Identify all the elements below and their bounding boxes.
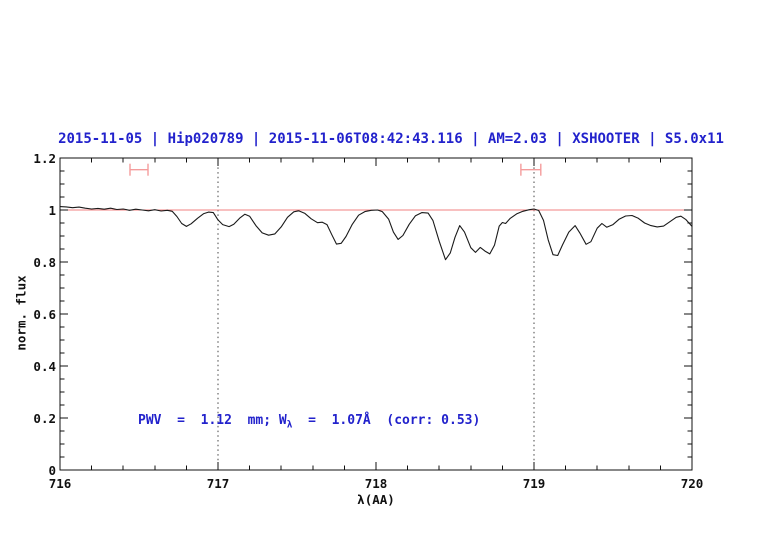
pwv-annotation-part2: = 1.07Å (corr: 0.53) bbox=[292, 413, 481, 428]
pwv-annotation-sub: λ bbox=[286, 419, 293, 431]
x-tick-label: 717 bbox=[206, 476, 230, 491]
x-tick-label: 716 bbox=[48, 476, 72, 491]
x-tick-label: 720 bbox=[680, 476, 704, 491]
y-tick-label: 0 bbox=[48, 463, 56, 478]
y-tick-label: 1.2 bbox=[33, 151, 56, 166]
y-tick-label: 0.8 bbox=[33, 255, 56, 270]
x-tick-label: 718 bbox=[364, 476, 388, 491]
y-tick-label: 0.4 bbox=[33, 359, 56, 374]
spectrum-curve bbox=[59, 206, 693, 261]
pwv-annotation-part1: PWV = 1.12 mm; W bbox=[138, 413, 287, 428]
x-tick-label: 719 bbox=[522, 476, 546, 491]
plot-title: 2015-11-05 | Hip020789 | 2015-11-06T08:4… bbox=[58, 131, 724, 147]
pwv-annotation: PWV = 1.12 mm; Wλ = 1.07Å (corr: 0.53) bbox=[138, 413, 481, 431]
y-tick-label: 1 bbox=[48, 203, 56, 218]
x-axis-label: λ(AA) bbox=[357, 492, 395, 507]
y-tick-label: 0.2 bbox=[33, 411, 56, 426]
y-axis-label: norm. flux bbox=[13, 275, 29, 351]
y-tick-label: 0.6 bbox=[33, 307, 56, 322]
